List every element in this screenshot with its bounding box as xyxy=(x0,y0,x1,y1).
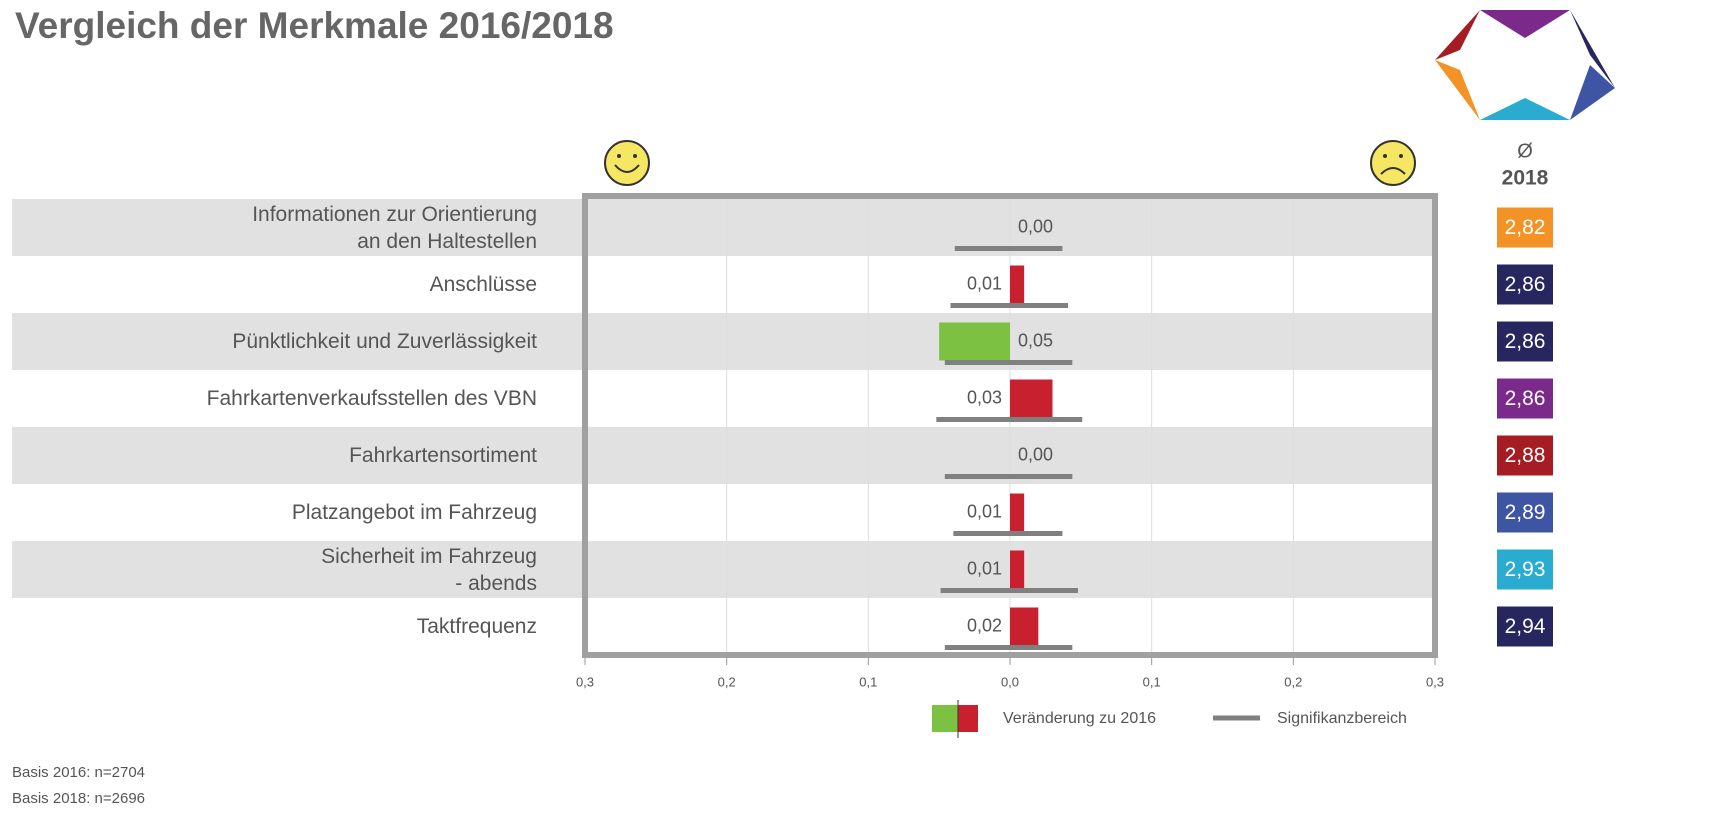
value-label: 0,01 xyxy=(967,501,1002,521)
legend-swatch xyxy=(958,705,978,732)
category-label: Sicherheit im Fahrzeug - abends xyxy=(321,544,537,595)
average-box xyxy=(1497,264,1553,305)
avg-symbol: Ø xyxy=(1517,140,1533,162)
avg-year: 2018 xyxy=(1502,167,1549,190)
average-label: 2,86 xyxy=(1505,273,1546,296)
bar xyxy=(1010,493,1025,532)
legend-swatch xyxy=(932,705,958,732)
plot-frame xyxy=(582,193,1438,658)
bar xyxy=(939,322,1010,361)
average-box xyxy=(1497,492,1553,533)
value-label: 0,02 xyxy=(967,615,1002,635)
row-stripe xyxy=(12,427,1435,484)
category-label: Platzangebot im Fahrzeug xyxy=(291,501,537,524)
value-label: 0,00 xyxy=(1018,216,1053,236)
x-tick-label: 0,1 xyxy=(1143,674,1161,689)
logo xyxy=(1435,10,1615,120)
average-label: 2,86 xyxy=(1505,387,1546,410)
x-tick-label: 0,1 xyxy=(859,674,877,689)
smiley-happy xyxy=(604,140,650,186)
average-box xyxy=(1497,606,1553,647)
smiley-sad xyxy=(1370,140,1416,186)
bar xyxy=(1010,265,1025,304)
category-label: Fahrkartensortiment xyxy=(349,444,537,467)
value-label: 0,03 xyxy=(967,387,1002,407)
bar xyxy=(1010,607,1039,646)
value-label: 0,05 xyxy=(1018,330,1053,350)
row-stripe xyxy=(12,541,1435,598)
category-label: Fahrkartenverkaufsstellen des VBN xyxy=(206,387,537,410)
value-label: 0,00 xyxy=(1018,444,1053,464)
average-box xyxy=(1497,378,1553,419)
x-tick-label: 0,3 xyxy=(1426,674,1444,689)
x-tick-label: 0,2 xyxy=(718,674,736,689)
category-label: Pünktlichkeit und Zuverlässigkeit xyxy=(232,330,537,353)
average-box xyxy=(1497,435,1553,476)
row-stripe xyxy=(12,199,1435,256)
category-label: Informationen zur Orientierung an den Ha… xyxy=(252,202,537,253)
average-label: 2,82 xyxy=(1505,216,1546,239)
row-stripe xyxy=(12,313,1435,370)
average-box xyxy=(1497,321,1553,362)
average-label: 2,89 xyxy=(1505,501,1546,524)
average-label: 2,93 xyxy=(1505,558,1546,581)
value-label: 0,01 xyxy=(967,558,1002,578)
footnote: Basis 2016: n=2704 xyxy=(12,764,145,781)
category-label: Taktfrequenz xyxy=(416,615,537,638)
legend-label: Veränderung zu 2016 xyxy=(1003,710,1156,727)
bar xyxy=(1010,550,1025,589)
bar xyxy=(1010,379,1053,418)
x-tick-label: 0,2 xyxy=(1284,674,1302,689)
average-box xyxy=(1497,549,1553,590)
x-tick-label: 0,0 xyxy=(1001,674,1019,689)
average-label: 2,86 xyxy=(1505,330,1546,353)
footnote: Basis 2018: n=2696 xyxy=(12,790,145,807)
x-tick-label: 0,3 xyxy=(576,674,594,689)
average-label: 2,94 xyxy=(1505,615,1546,638)
value-label: 0,01 xyxy=(967,273,1002,293)
average-box xyxy=(1497,207,1553,248)
average-label: 2,88 xyxy=(1505,444,1546,467)
category-label: Anschlüsse xyxy=(429,273,537,296)
chart-title: Vergleich der Merkmale 2016/2018 xyxy=(15,5,614,46)
legend-label: Signifikanzbereich xyxy=(1277,710,1407,727)
